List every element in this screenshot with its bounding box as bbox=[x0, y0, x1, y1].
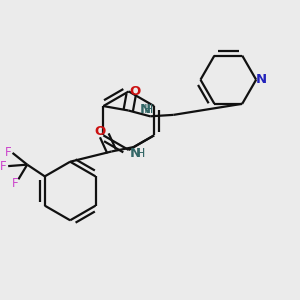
Text: F: F bbox=[0, 160, 7, 172]
Text: N: N bbox=[130, 147, 141, 160]
Text: N: N bbox=[256, 73, 267, 86]
Text: N: N bbox=[140, 103, 151, 116]
Text: O: O bbox=[94, 125, 105, 138]
Text: H: H bbox=[135, 147, 145, 160]
Text: O: O bbox=[129, 85, 140, 98]
Text: H: H bbox=[144, 103, 153, 116]
Text: F: F bbox=[5, 146, 12, 159]
Text: F: F bbox=[12, 177, 19, 190]
